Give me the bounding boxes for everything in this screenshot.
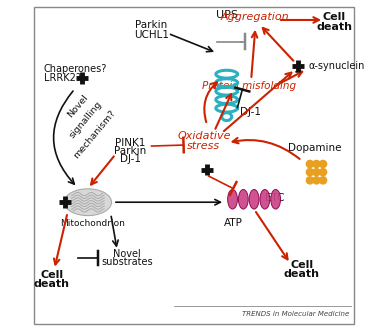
Text: DJ-1: DJ-1 <box>240 107 261 117</box>
Text: UCHL1: UCHL1 <box>134 30 169 40</box>
Ellipse shape <box>249 190 259 209</box>
Text: Novel: Novel <box>66 93 90 119</box>
Text: death: death <box>34 279 70 289</box>
Text: ETC: ETC <box>265 193 285 203</box>
Text: Cell: Cell <box>323 12 346 22</box>
Circle shape <box>319 169 327 176</box>
Text: PINK1: PINK1 <box>115 138 146 148</box>
Text: Dopamine: Dopamine <box>288 143 341 153</box>
Text: DJ-1: DJ-1 <box>120 154 141 164</box>
Text: Protein misfolding: Protein misfolding <box>203 81 296 91</box>
Ellipse shape <box>260 190 270 209</box>
Text: death: death <box>284 269 320 279</box>
Circle shape <box>319 160 327 168</box>
Text: stress: stress <box>187 141 220 151</box>
Text: death: death <box>317 23 352 32</box>
Text: signalling: signalling <box>68 99 104 140</box>
Circle shape <box>307 177 314 184</box>
Ellipse shape <box>271 190 281 209</box>
Text: TRENDS in Molecular Medicine: TRENDS in Molecular Medicine <box>242 311 349 317</box>
Text: ATP: ATP <box>224 218 242 228</box>
Text: mechanism?: mechanism? <box>71 109 117 161</box>
Text: Cell: Cell <box>40 270 64 280</box>
Text: Parkin: Parkin <box>114 146 146 156</box>
Text: Chaperones?: Chaperones? <box>44 64 107 74</box>
Text: α-synuclein: α-synuclein <box>308 61 365 71</box>
Circle shape <box>313 160 320 168</box>
Text: substrates: substrates <box>101 257 153 267</box>
Circle shape <box>313 177 320 184</box>
Circle shape <box>307 160 314 168</box>
Text: Aggregation: Aggregation <box>220 12 289 22</box>
Text: Parkin: Parkin <box>135 20 168 30</box>
Circle shape <box>319 177 327 184</box>
Circle shape <box>313 169 320 176</box>
Circle shape <box>307 169 314 176</box>
Text: Novel: Novel <box>113 249 141 259</box>
Text: Mitochondrion: Mitochondrion <box>60 219 125 228</box>
Text: Oxidative: Oxidative <box>177 131 230 141</box>
Text: LRRK2?: LRRK2? <box>44 73 81 83</box>
Text: UPS: UPS <box>216 10 238 20</box>
Ellipse shape <box>64 189 111 215</box>
Ellipse shape <box>238 190 248 209</box>
Ellipse shape <box>228 190 237 209</box>
Text: Cell: Cell <box>290 260 314 270</box>
